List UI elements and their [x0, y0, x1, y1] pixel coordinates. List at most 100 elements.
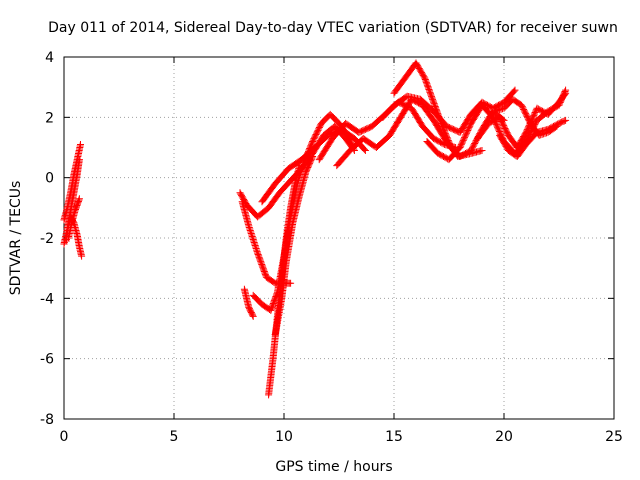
data-point [256, 255, 264, 263]
data-point [457, 142, 465, 150]
data-point [260, 268, 268, 276]
data-point [560, 117, 568, 125]
data-point [428, 93, 436, 101]
data-point [261, 270, 269, 278]
x-ticks: 0 5 10 15 20 25 [60, 57, 623, 445]
data-point [531, 109, 539, 117]
x-tick-label: 15 [385, 429, 403, 445]
data-point [422, 77, 430, 85]
data-point [540, 130, 548, 138]
data-point [552, 123, 560, 131]
data-point [77, 140, 84, 148]
data-point [429, 97, 437, 105]
data-point [497, 105, 505, 113]
data-point [523, 126, 531, 134]
data-point [457, 141, 465, 149]
data-point [462, 129, 470, 137]
data-point [494, 123, 502, 131]
data-point [426, 90, 434, 98]
data-point [424, 84, 432, 92]
data-point [522, 128, 530, 136]
data-point [459, 136, 467, 144]
x-tick-label: 20 [495, 429, 513, 445]
y-tick-label: 0 [45, 171, 54, 187]
x-axis-label: GPS time / hours [275, 459, 392, 475]
data-point [257, 258, 265, 266]
series-late-2 [474, 89, 570, 151]
data-point [249, 311, 257, 319]
data-point [258, 260, 266, 268]
data-point [249, 312, 257, 320]
data-point [431, 103, 439, 111]
data-point [529, 113, 537, 121]
data-points [60, 59, 570, 399]
data-point [492, 120, 500, 128]
data-point [561, 90, 569, 98]
y-tick-label: -6 [40, 352, 54, 368]
data-point [464, 126, 472, 134]
data-point [259, 265, 267, 273]
data-point [423, 80, 431, 88]
data-point [538, 130, 546, 138]
data-point [491, 107, 499, 115]
data-point [75, 156, 83, 164]
data-point [478, 147, 486, 155]
data-point [422, 78, 430, 86]
y-tick-label: 2 [45, 110, 54, 126]
data-point [537, 131, 545, 139]
data-point [421, 74, 429, 82]
data-point [493, 107, 501, 115]
y-tick-label: -4 [40, 291, 54, 307]
data-point [431, 101, 439, 109]
data-point [523, 127, 531, 135]
data-point [459, 138, 467, 146]
data-point [75, 195, 83, 203]
data-point [260, 266, 268, 274]
data-point [494, 106, 502, 114]
data-point [287, 279, 295, 287]
data-point [425, 87, 433, 95]
data-point [553, 122, 561, 130]
data-point [258, 262, 266, 270]
data-point [460, 135, 468, 143]
y-axis-label: SDTVAR / TECUs [8, 181, 24, 296]
data-point [495, 126, 503, 134]
series-arc-B [238, 198, 295, 287]
series-early-4 [64, 195, 83, 242]
data-point [510, 87, 518, 95]
data-point [463, 128, 471, 136]
data-point [254, 251, 262, 259]
data-point [530, 111, 538, 119]
data-point [255, 253, 263, 261]
data-point [426, 88, 434, 96]
data-point [466, 122, 474, 130]
data-point [257, 259, 265, 267]
data-point [425, 85, 433, 93]
data-point [424, 83, 432, 91]
y-tick-label: -8 [40, 412, 54, 428]
data-point [456, 144, 464, 151]
series-arc-C [240, 285, 257, 320]
data-point [360, 145, 368, 153]
series-arc-F [271, 153, 317, 339]
axes [63, 56, 615, 420]
data-point [259, 263, 267, 271]
x-tick-label: 10 [275, 429, 293, 445]
y-tick-label: -2 [40, 231, 54, 247]
series-arc-E [265, 162, 303, 399]
data-point [254, 249, 262, 257]
x-tick-label: 0 [60, 429, 69, 445]
series-late-4 [491, 95, 561, 139]
data-point [464, 125, 472, 133]
data-point [429, 95, 437, 103]
data-point [309, 153, 317, 161]
data-point [530, 110, 538, 118]
y-tick-label: 4 [45, 50, 54, 66]
y-ticks: -8 -6 -4 -2 0 2 4 [40, 50, 614, 428]
data-point [428, 94, 436, 102]
plot-frame [63, 56, 615, 420]
data-point [308, 154, 316, 162]
x-tick-label: 25 [605, 429, 623, 445]
x-tick-label: 5 [170, 429, 179, 445]
